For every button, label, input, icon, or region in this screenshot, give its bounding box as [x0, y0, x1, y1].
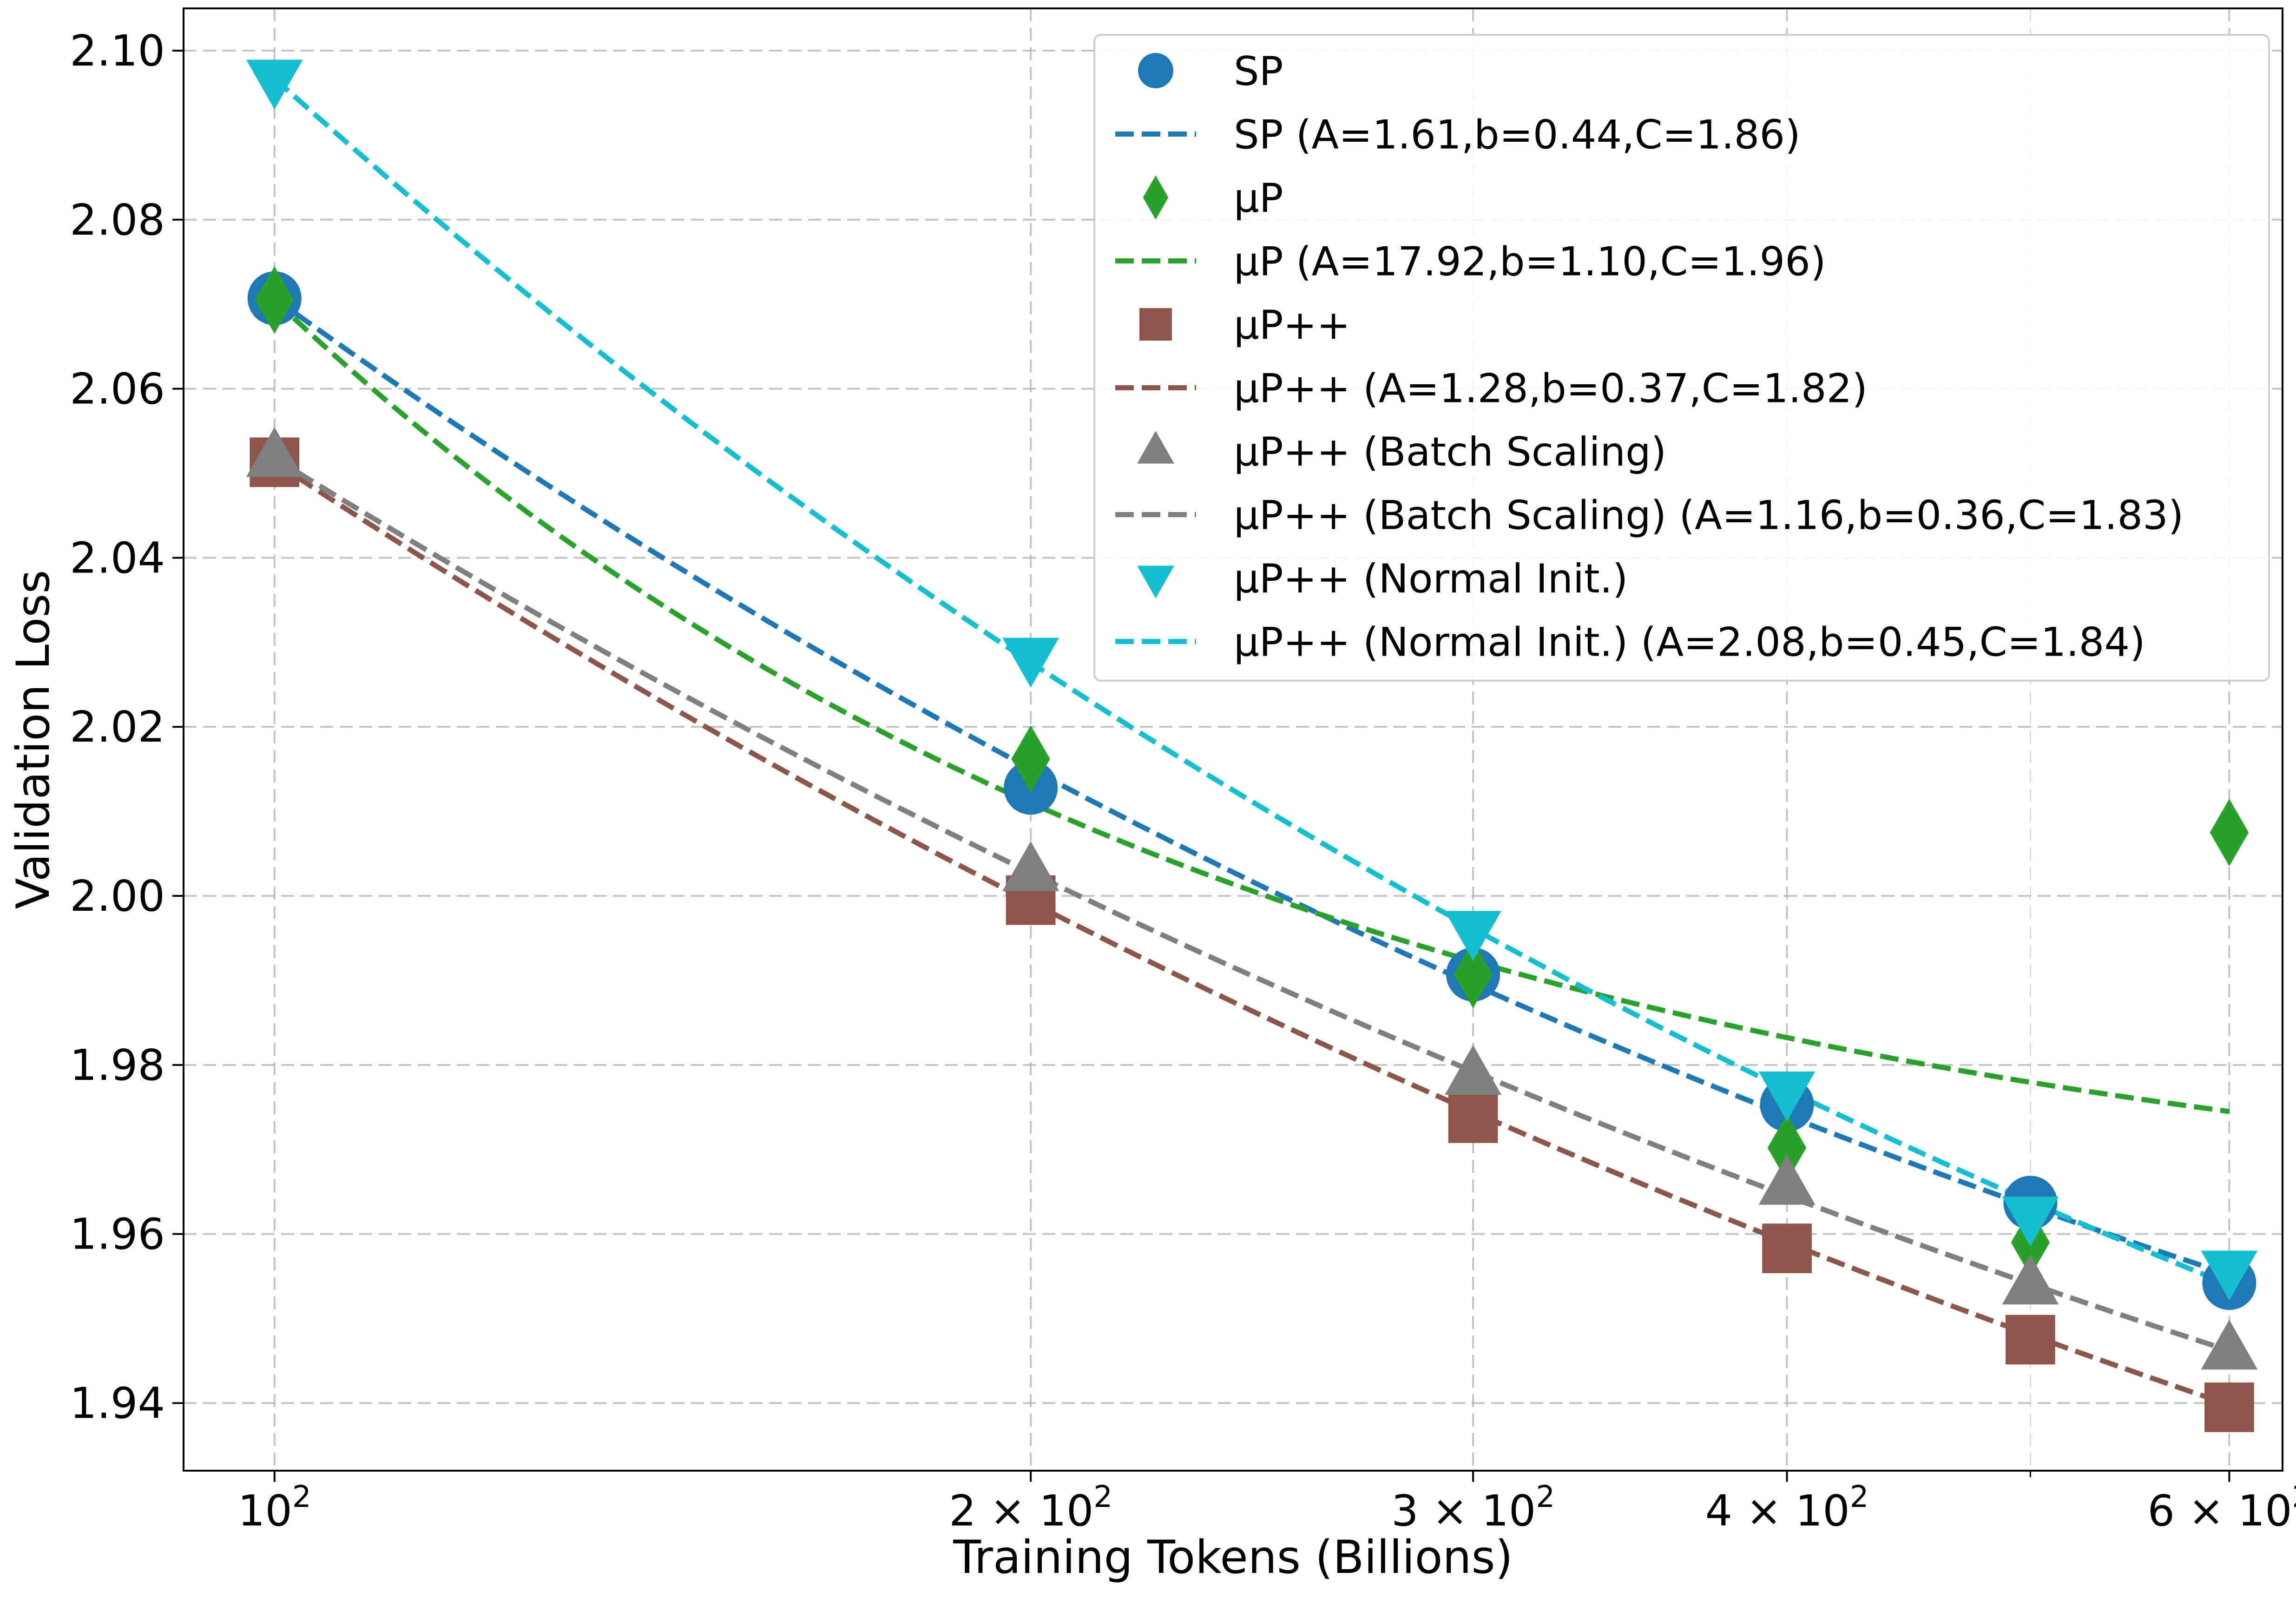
- legend-marker: [1138, 53, 1173, 88]
- x-tick-base: 2 × 10: [949, 1486, 1093, 1536]
- y-tick-label: 2.02: [70, 702, 165, 752]
- legend-box: [1093, 34, 2270, 682]
- data-point: [2002, 1197, 2059, 1247]
- legend-label: μP (A=17.92,b=1.10,C=1.96): [1234, 239, 1826, 285]
- fit-curve: [273, 460, 2230, 1407]
- x-tick-base: 3 × 10: [1391, 1486, 1536, 1536]
- y-tick-label: 1.96: [70, 1210, 165, 1259]
- data-point: [1454, 940, 1493, 1008]
- fit-curve: [273, 76, 2230, 1287]
- y-axis-label: Validation Loss: [7, 570, 60, 909]
- y-tick-label: 2.04: [70, 533, 165, 583]
- data-point: [2006, 1315, 2055, 1365]
- x-tick-exponent: 2: [1850, 1480, 1869, 1514]
- x-tick-exponent: 2: [292, 1480, 311, 1514]
- x-tick-label: 3 × 102: [1391, 1480, 1555, 1536]
- x-tick-exponent: 2: [1093, 1480, 1112, 1514]
- x-tick-label: 6 × 102: [2147, 1480, 2296, 1536]
- legend-label: μP++ (A=1.28,b=0.37,C=1.82): [1234, 366, 1868, 412]
- x-tick-exponent: 2: [1536, 1480, 1555, 1514]
- legend-label: μP++: [1234, 302, 1350, 349]
- y-tick-label: 1.98: [70, 1040, 165, 1090]
- legend: SP SP (A=1.61,b=0.44,C=1.86) μP μP (A=17.92…: [1093, 34, 2270, 682]
- data-point: [1758, 1071, 1816, 1122]
- legend-label: μP++ (Normal Init.) (A=2.08,b=0.45,C=1.8…: [1234, 619, 2145, 666]
- data-point: [255, 266, 294, 334]
- y-tick-label: 1.94: [70, 1378, 165, 1428]
- y-tick-label: 2.08: [70, 195, 165, 245]
- data-markers: [246, 59, 2258, 1432]
- data-point: [1762, 1223, 1812, 1273]
- y-tick-label: 2.06: [70, 364, 165, 414]
- x-tick-label: 4 × 102: [1705, 1480, 1869, 1536]
- legend-marker: [1143, 175, 1169, 220]
- data-point: [1448, 1093, 1498, 1143]
- x-tick-label: 102: [238, 1480, 311, 1536]
- x-tick-label: 2 × 102: [949, 1480, 1112, 1536]
- fit-curve: [273, 298, 2230, 1114]
- legend-label: SP: [1234, 48, 1283, 95]
- data-point: [1002, 638, 1059, 688]
- data-point: [1767, 1114, 1807, 1182]
- plot-frame: [183, 7, 2283, 1472]
- legend-label: μP++ (Batch Scaling) (A=1.16,b=0.36,C=1.…: [1234, 493, 2184, 539]
- data-point: [2201, 1319, 2258, 1370]
- data-point: [246, 59, 303, 110]
- data-point: [246, 427, 303, 477]
- legend-label: μP++ (Normal Init.): [1234, 556, 1628, 602]
- legend-marker: [1137, 566, 1174, 598]
- legend-label: μP++ (Batch Scaling): [1234, 429, 1666, 475]
- x-tick-base: 10: [238, 1486, 292, 1536]
- data-point: [2210, 799, 2249, 867]
- x-tick-base: 4 × 10: [1705, 1486, 1850, 1536]
- data-point: [1445, 911, 1501, 961]
- legend-label: μP: [1234, 175, 1283, 222]
- data-point: [2204, 1382, 2254, 1432]
- x-tick-exponent: 2: [2292, 1480, 2296, 1514]
- x-tick-base: 6 × 10: [2147, 1486, 2292, 1536]
- y-tick-label: 2.10: [70, 26, 165, 76]
- fit-curves: [273, 76, 2230, 1407]
- data-point: [1445, 1045, 1501, 1095]
- fit-curve: [273, 296, 2230, 1277]
- data-point: [1758, 1155, 1816, 1205]
- legend-marker: [1137, 431, 1174, 464]
- legend-marker: [1139, 308, 1172, 341]
- data-point: [1011, 725, 1050, 793]
- data-point: [1002, 841, 1059, 891]
- legend-label: SP (A=1.61,b=0.44,C=1.86): [1234, 112, 1801, 158]
- y-tick-label: 2.00: [70, 871, 165, 921]
- fit-curve: [273, 456, 2230, 1353]
- x-axis-label: Training Tokens (Billions): [953, 1531, 1513, 1584]
- data-point: [2002, 1254, 2059, 1305]
- data-point: [2201, 1250, 2258, 1301]
